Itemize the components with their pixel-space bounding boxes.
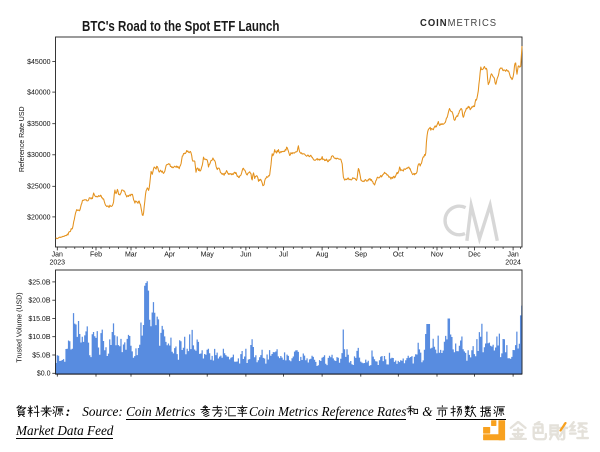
svg-text:Trusted Volume (USD): Trusted Volume (USD): [17, 292, 24, 362]
svg-text:Mar: Mar: [125, 252, 138, 259]
svg-text:$20000: $20000: [27, 214, 50, 221]
svg-text:Jan: Jan: [52, 252, 63, 259]
svg-text:May: May: [201, 252, 215, 259]
svg-text:Nov: Nov: [431, 252, 444, 259]
svg-text:Aug: Aug: [316, 252, 329, 259]
svg-text:$35000: $35000: [27, 121, 50, 128]
svg-text:$25.0B: $25.0B: [28, 279, 51, 286]
svg-text:Apr: Apr: [164, 252, 176, 259]
svg-text:$30000: $30000: [27, 152, 50, 159]
svg-text:Sep: Sep: [355, 252, 368, 259]
svg-text:Oct: Oct: [393, 252, 404, 259]
svg-text:Jan: Jan: [507, 252, 518, 259]
svg-text:$0.0: $0.0: [37, 371, 51, 378]
svg-text:$45000: $45000: [27, 59, 50, 66]
svg-text:Reference Rate USD: Reference Rate USD: [19, 106, 26, 172]
svg-text:2024: 2024: [505, 260, 521, 267]
svg-text:$40000: $40000: [27, 90, 50, 97]
svg-text:Feb: Feb: [90, 252, 102, 259]
svg-text:$20.0B: $20.0B: [28, 298, 51, 305]
svg-text:$25000: $25000: [27, 184, 50, 191]
svg-text:Dec: Dec: [468, 252, 481, 259]
svg-text:$5.0B: $5.0B: [32, 352, 51, 359]
svg-text:$10.0B: $10.0B: [28, 334, 51, 341]
svg-text:Jun: Jun: [240, 252, 251, 259]
svg-text:$15.0B: $15.0B: [28, 316, 51, 323]
svg-text:Jul: Jul: [279, 252, 288, 259]
svg-text:2023: 2023: [50, 260, 66, 267]
